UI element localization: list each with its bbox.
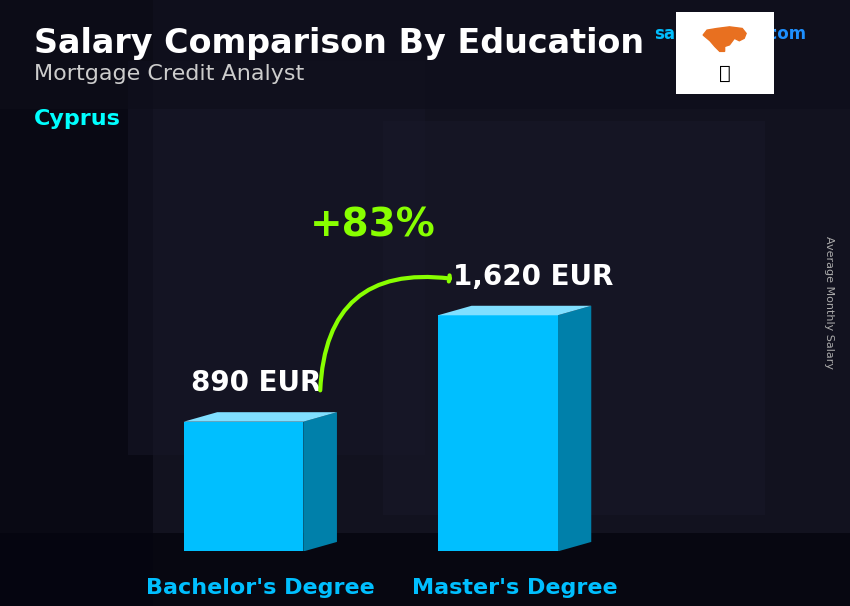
Text: Average Monthly Salary: Average Monthly Salary xyxy=(824,236,834,370)
Text: explorer: explorer xyxy=(697,25,776,44)
Text: Salary Comparison By Education: Salary Comparison By Education xyxy=(34,27,644,60)
Bar xyxy=(184,422,303,551)
Polygon shape xyxy=(558,306,592,551)
Bar xyxy=(0,0,850,109)
Text: 890 EUR: 890 EUR xyxy=(191,369,321,397)
Bar xyxy=(382,121,765,515)
Text: Master's Degree: Master's Degree xyxy=(411,578,617,598)
Text: +83%: +83% xyxy=(309,207,435,245)
Text: 🌿: 🌿 xyxy=(719,64,730,83)
Text: .com: .com xyxy=(762,25,807,44)
Text: Cyprus: Cyprus xyxy=(34,109,121,129)
Polygon shape xyxy=(184,412,337,422)
Bar xyxy=(0,0,153,606)
Polygon shape xyxy=(703,27,746,52)
Bar xyxy=(0,533,850,606)
Polygon shape xyxy=(303,412,337,551)
Bar xyxy=(128,61,425,455)
Text: Mortgage Credit Analyst: Mortgage Credit Analyst xyxy=(34,64,304,84)
Bar xyxy=(438,315,558,551)
Text: 1,620 EUR: 1,620 EUR xyxy=(453,262,613,290)
Text: salary: salary xyxy=(654,25,711,44)
Text: Bachelor's Degree: Bachelor's Degree xyxy=(146,578,375,598)
Polygon shape xyxy=(438,306,592,315)
